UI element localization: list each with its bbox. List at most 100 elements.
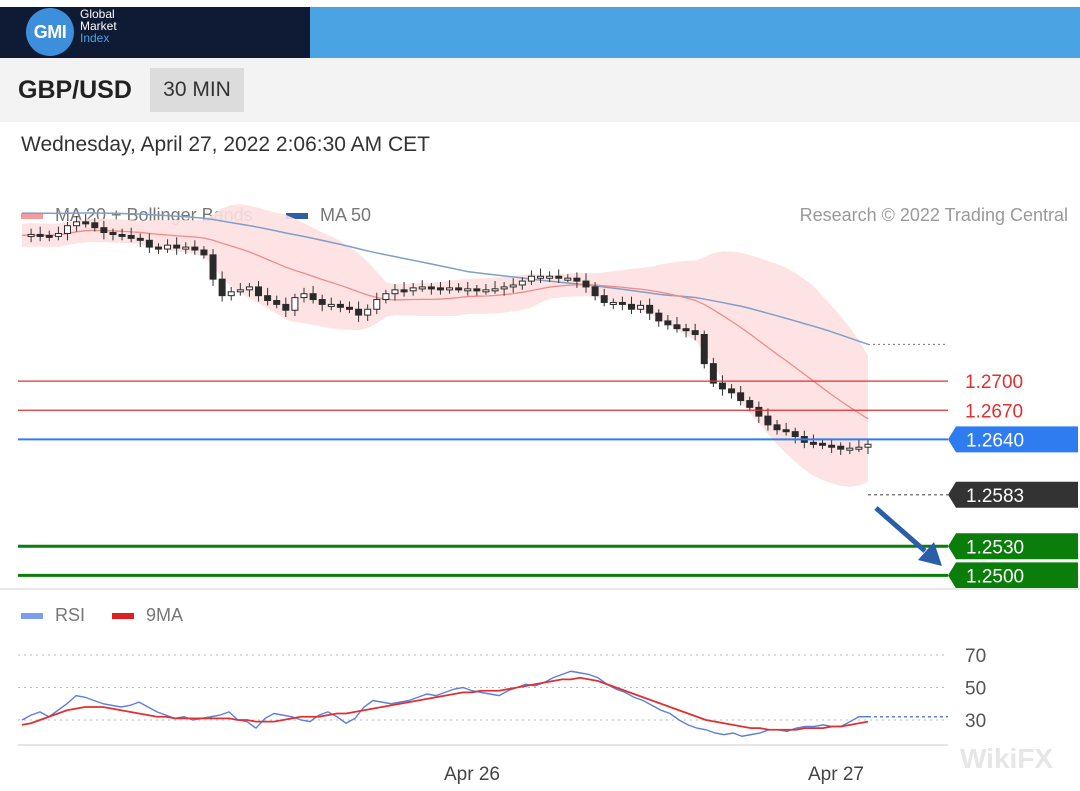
candle-body xyxy=(291,297,299,311)
candle-body xyxy=(809,441,817,445)
legend-ma20-swatch xyxy=(21,212,43,219)
candle-body xyxy=(609,301,617,305)
candle-body xyxy=(855,446,863,450)
wikifx-watermark: WikiFX xyxy=(960,743,1053,774)
candle-body xyxy=(264,295,272,302)
candle-body xyxy=(182,246,190,250)
candle-body xyxy=(500,286,508,290)
legend-rsi-ma-label: 9MA xyxy=(146,605,184,625)
candle-body xyxy=(391,289,399,295)
candle-body xyxy=(455,287,463,291)
candle-body xyxy=(173,244,181,249)
candle-body xyxy=(791,431,799,438)
candle-body xyxy=(555,275,563,279)
candle-body xyxy=(491,288,499,292)
candle-body xyxy=(109,232,117,236)
candle-body xyxy=(400,289,408,293)
level-tag-1.2500[interactable] xyxy=(948,562,1078,589)
rsi-line xyxy=(21,670,868,737)
top-banner: GMI Global Market Index xyxy=(0,0,1080,58)
level-tag-1.2640[interactable] xyxy=(948,426,1078,453)
candle-body xyxy=(737,392,745,402)
candle-body xyxy=(846,447,854,451)
rsi-tick-30: 30 xyxy=(965,711,986,732)
candle-body xyxy=(82,221,90,225)
candle-body xyxy=(245,286,253,291)
candle-body xyxy=(36,233,44,237)
candle-body xyxy=(582,280,590,288)
legend-rsi[interactable]: RSI xyxy=(21,605,85,626)
gmi-logo[interactable]: GMI xyxy=(26,8,74,56)
timeframe-badge[interactable]: 30 MIN xyxy=(150,68,244,112)
legend-rsi-label: RSI xyxy=(55,605,86,625)
candle-body xyxy=(700,334,708,365)
candle-body xyxy=(527,275,535,282)
ma50-line xyxy=(21,212,869,346)
candle-body xyxy=(618,301,626,305)
candle-body xyxy=(819,442,827,446)
candle-body xyxy=(382,293,390,301)
level-tag-text-1.2530: 1.2530 xyxy=(966,537,1024,558)
candle-body xyxy=(227,291,235,297)
candle-body xyxy=(537,275,545,279)
candle-body xyxy=(764,415,772,426)
level-tag-1.2583[interactable] xyxy=(948,481,1078,508)
rsi-ma-line xyxy=(21,676,869,731)
candle-body xyxy=(718,382,726,390)
candle-body xyxy=(664,320,672,326)
candle-body xyxy=(209,254,217,280)
x-tick-apr-26: Apr 26 xyxy=(444,764,500,785)
candle-body xyxy=(164,244,172,250)
candle-body xyxy=(191,246,199,251)
legend-rsi-ma[interactable]: 9MA xyxy=(112,605,183,626)
candle-body xyxy=(309,293,317,301)
candle-body xyxy=(509,284,517,288)
candle-body xyxy=(755,406,763,417)
candle-body xyxy=(518,280,526,286)
candle-body xyxy=(236,289,244,293)
forecast-arrow-head xyxy=(918,542,942,566)
level-tag-1.2530[interactable] xyxy=(948,533,1078,560)
candle-body xyxy=(355,308,363,316)
candle-body xyxy=(436,287,444,291)
level-tag-text-1.2500: 1.2500 xyxy=(966,566,1024,587)
legend-ma50-label: MA 50 xyxy=(320,205,372,225)
candle-body xyxy=(100,227,108,234)
candle-body xyxy=(591,286,599,297)
candle-body xyxy=(336,303,344,308)
candle-body xyxy=(418,286,426,290)
candle-body xyxy=(837,445,845,450)
candle-body xyxy=(255,286,263,297)
level-label-1.2670: 1.2670 xyxy=(965,401,1023,422)
logo-line3: Index xyxy=(80,31,110,45)
candle-body xyxy=(63,225,71,234)
logo-mark: GMI xyxy=(33,21,67,42)
x-tick-apr-27: Apr 27 xyxy=(808,764,864,785)
ma20-line xyxy=(21,229,869,420)
candle-body xyxy=(473,288,481,292)
candle-body xyxy=(446,287,454,291)
candle-body xyxy=(373,299,381,310)
candle-body xyxy=(409,287,417,292)
candle-body xyxy=(655,312,663,322)
candle-body xyxy=(546,275,554,279)
rsi-tick-70: 70 xyxy=(965,646,986,667)
legend-ma50[interactable]: MA 50 xyxy=(286,205,371,226)
candle-body xyxy=(136,237,144,241)
candle-body xyxy=(691,330,699,336)
candle-body xyxy=(118,233,126,237)
candle-body xyxy=(273,300,281,305)
candle-body xyxy=(564,277,572,281)
candle-body xyxy=(218,278,226,297)
candle-body xyxy=(864,443,872,448)
candle-body xyxy=(773,424,781,431)
candle-body xyxy=(45,234,53,238)
banner-blue-section xyxy=(310,7,1080,58)
timestamp: Wednesday, April 27, 2022 2:06:30 AM CET xyxy=(21,133,430,156)
candle-body xyxy=(282,303,290,311)
candle-body xyxy=(127,234,135,239)
logo-line2: Market xyxy=(80,19,117,33)
candle-body xyxy=(637,304,645,310)
legend-rsi-ma-swatch xyxy=(112,612,134,619)
